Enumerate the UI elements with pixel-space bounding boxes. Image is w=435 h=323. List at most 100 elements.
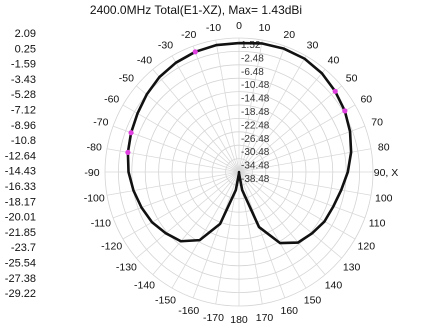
angle-tick-label: 130 — [343, 261, 361, 273]
legend-value: 2.09 — [15, 28, 36, 40]
data-point-marker — [125, 149, 131, 156]
radial-tick-label: -2.48 — [241, 53, 264, 64]
polar-grid — [104, 37, 374, 307]
grid-spoke — [152, 171, 240, 275]
legend-value: -21.85 — [5, 227, 36, 239]
grid-spoke — [238, 55, 307, 173]
legend-value: -10.8 — [11, 135, 36, 147]
angle-tick-label: 70 — [371, 117, 383, 129]
angle-tick-label: -20 — [181, 29, 196, 41]
series-group — [126, 41, 353, 245]
legend-value: -12.64 — [5, 150, 36, 162]
grid-spoke — [238, 171, 342, 259]
angle-tick-label: 50 — [346, 73, 358, 85]
legend-value: -8.96 — [11, 120, 36, 132]
grid-spoke — [136, 85, 240, 173]
angle-tick-label: 20 — [283, 29, 295, 41]
legend-value: -1.59 — [11, 59, 36, 71]
grid-spoke — [171, 55, 240, 173]
angle-tick-label: -80 — [87, 141, 102, 153]
angle-tick-label: 60 — [360, 94, 372, 106]
grid-spoke — [238, 85, 342, 173]
radial-tick-label: -14.48 — [241, 94, 270, 105]
radial-tick-label: -30.48 — [241, 147, 270, 158]
angle-tick-label: 170 — [256, 312, 274, 323]
radial-tick-label: -26.48 — [241, 134, 270, 145]
color-legend: 2.09 0.25 -1.59 -3.43 -5.28 -7.12 -8.96 -10.8 -1… — [5, 28, 36, 300]
grid-spoke — [238, 171, 286, 299]
radial-tick-label: 1.52 — [241, 40, 261, 51]
grid-spoke — [238, 69, 326, 173]
data-point-marker — [128, 130, 134, 136]
grid-spoke — [122, 171, 240, 240]
chart-title: 2400.0MHz Total(E1-XZ), Max= 1.43dBi — [90, 3, 302, 17]
grid-spoke — [238, 171, 372, 196]
radial-tick-label: -38.48 — [241, 174, 270, 185]
radial-tick-label: -18.48 — [241, 107, 270, 118]
radial-tick-labels: 1.52 -2.48 -6.48 -10.48 -14.48 -18.48 -22.48 -2… — [241, 40, 270, 185]
angle-tick-label: 150 — [304, 294, 322, 306]
legend-value: -16.33 — [5, 181, 36, 193]
radial-tick-label: -34.48 — [241, 161, 270, 172]
legend-value: -18.17 — [5, 196, 36, 208]
grid-spoke — [192, 171, 240, 299]
grid-spoke — [238, 125, 366, 173]
angle-tick-label: -50 — [119, 73, 134, 85]
angle-tick-label: 0 — [236, 20, 242, 32]
legend-value: -29.22 — [5, 288, 36, 300]
angle-tick-label: 160 — [281, 305, 299, 317]
legend-value: -23.7 — [11, 242, 36, 254]
angle-tick-label: -170 — [203, 312, 224, 323]
angle-tick-label: -40 — [137, 54, 152, 66]
grid-spoke — [215, 39, 240, 173]
legend-value: -3.43 — [11, 74, 36, 86]
legend-value: -7.12 — [11, 105, 36, 117]
grid-spoke — [106, 171, 240, 196]
angle-tick-label: -110 — [91, 217, 111, 229]
data-point-marker — [192, 49, 198, 55]
angle-tick-label: -120 — [101, 241, 122, 253]
angle-tick-label: 120 — [358, 241, 376, 253]
legend-value: -5.28 — [11, 89, 36, 101]
radial-tick-label: -6.48 — [241, 67, 264, 78]
angle-tick-label: -30 — [158, 40, 173, 52]
grid-spoke — [122, 104, 240, 173]
angle-tick-label: -60 — [104, 94, 119, 106]
grid-spoke — [238, 171, 307, 289]
grid-spoke — [112, 125, 240, 173]
angle-tick-label: -140 — [134, 280, 155, 292]
angle-tick-label: -150 — [155, 294, 176, 306]
grid-spoke — [152, 69, 240, 173]
grid-spoke — [171, 171, 240, 289]
angle-tick-label: -100 — [84, 193, 105, 205]
angle-tick-label: 10 — [259, 22, 271, 34]
angle-tick-label: 40 — [328, 54, 340, 66]
angle-tick-label: -10 — [206, 22, 221, 34]
angle-tick-label: -160 — [178, 305, 199, 317]
grid-spoke — [112, 171, 240, 219]
angle-tick-label: 100 — [375, 193, 393, 205]
grid-spoke — [238, 148, 372, 173]
radial-tick-label: -10.48 — [241, 80, 270, 91]
data-point-marker — [332, 88, 338, 94]
angle-tick-label: 90, X — [374, 167, 399, 179]
angle-tick-label: -130 — [116, 261, 137, 273]
grid-spoke — [238, 171, 366, 219]
grid-spoke — [238, 39, 263, 173]
grid-spoke — [238, 104, 356, 173]
data-point-marker — [342, 108, 348, 114]
legend-value: 0.25 — [15, 43, 36, 55]
angle-tick-label: 110 — [369, 217, 386, 229]
radial-tick-label: -22.48 — [241, 120, 270, 131]
angle-tick-label: 140 — [325, 280, 343, 292]
angle-tick-label: -70 — [93, 117, 108, 129]
angle-tick-label: 80 — [378, 141, 390, 153]
legend-value: -20.01 — [5, 212, 36, 224]
series-line — [126, 41, 353, 245]
grid-spoke — [136, 171, 240, 259]
grid-spoke — [238, 171, 326, 275]
legend-value: -25.54 — [5, 258, 36, 270]
angle-tick-label: 30 — [307, 40, 319, 52]
